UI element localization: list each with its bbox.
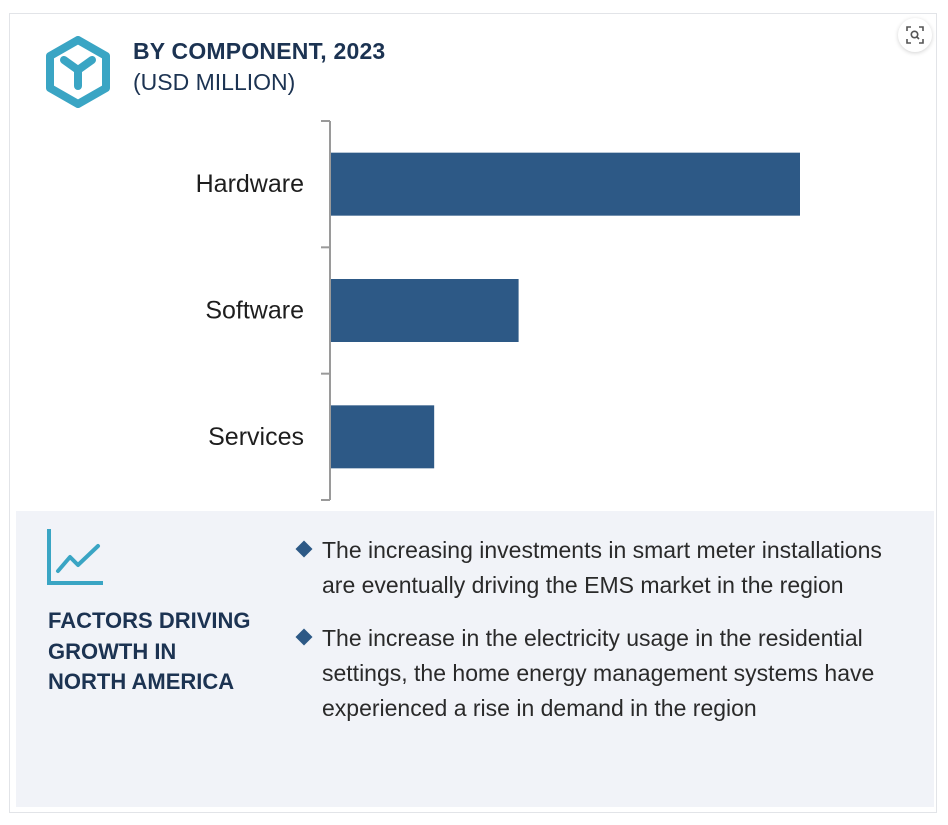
factors-heading-line: GROWTH IN xyxy=(48,638,177,664)
factor-text: The increasing investments in smart mete… xyxy=(322,537,882,598)
factors-heading-line: NORTH AMERICA xyxy=(48,669,235,694)
factor-item: The increase in the electricity usage in… xyxy=(295,621,906,726)
factor-text: The increase in the electricity usage in… xyxy=(322,625,875,721)
factors-heading: FACTORS DRIVING GROWTH IN NORTH AMERICA xyxy=(48,606,278,698)
zoom-icon xyxy=(906,26,924,44)
category-label: Hardware xyxy=(196,170,304,198)
cube-icon xyxy=(46,36,110,108)
factors-panel xyxy=(16,511,934,807)
diamond-bullet-icon xyxy=(295,628,313,646)
bar-services xyxy=(331,405,435,469)
diamond-bullet-icon xyxy=(295,540,313,558)
chart-subtitle: (USD MILLION) xyxy=(133,69,296,95)
bar-hardware xyxy=(331,152,800,216)
category-label: Services xyxy=(208,423,304,451)
trend-chart-icon xyxy=(47,529,103,585)
factors-list: The increasing investments in smart mete… xyxy=(295,533,906,726)
bar-chart: Hardware Software Services xyxy=(196,120,800,501)
factor-item: The increasing investments in smart mete… xyxy=(295,533,906,603)
factors-heading-line: FACTORS DRIVING xyxy=(48,608,251,633)
chart-title: BY COMPONENT, 2023 xyxy=(133,38,386,64)
zoom-button[interactable] xyxy=(898,18,932,52)
bar-software xyxy=(331,279,519,342)
category-label: Software xyxy=(205,297,304,325)
